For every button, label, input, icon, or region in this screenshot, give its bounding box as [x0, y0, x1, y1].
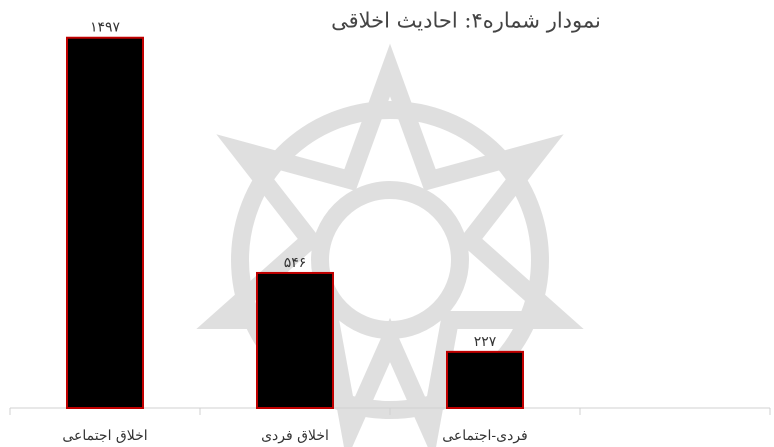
- data-label: ۵۴۶: [284, 255, 307, 271]
- x-tick-label: اخلاق اجتماعی: [62, 428, 147, 444]
- bar: [446, 350, 524, 410]
- x-tick-label: اخلاق فردی: [261, 428, 329, 444]
- x-tick-label: فردی-اجتماعی: [442, 428, 528, 444]
- chart-title: نمودار شماره۴: احادیث اخلاقی: [331, 9, 601, 34]
- data-label: ۱۴۹۷: [90, 20, 121, 36]
- data-label: ۲۲۷: [474, 334, 497, 350]
- bar: [256, 271, 334, 409]
- bar: [66, 36, 144, 409]
